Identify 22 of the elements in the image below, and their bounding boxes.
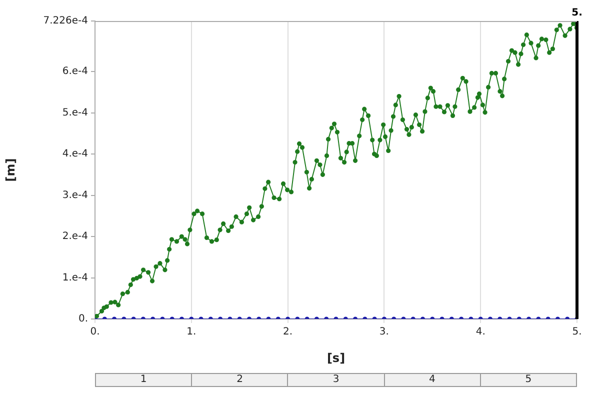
text: 3 (288, 374, 385, 386)
x-tick-label: 1. (186, 326, 196, 338)
y-tick-label: 5.e-4 (62, 107, 88, 118)
x-tick-label: 2. (283, 326, 293, 338)
text: 5 (524, 374, 533, 386)
ref-line-label: 5. (572, 8, 582, 19)
x-tick-label: 3. (379, 326, 389, 338)
y-tick-label: 6.e-4 (62, 66, 88, 78)
y-tick-label: 1.e-4 (62, 272, 88, 284)
x-tick-label: 4. (476, 326, 486, 338)
text: 1 (96, 374, 192, 386)
y-axis-title: [m] (3, 158, 18, 182)
y-tick-label: 7.226e-4 (43, 16, 88, 27)
y-tick-label: 0. (78, 314, 88, 325)
x-axis-title: [s] (326, 350, 346, 365)
x-tick-label: 0. (90, 326, 100, 338)
x-tick-label: 5. (572, 326, 582, 338)
y-tick-label: 3.e-4 (62, 190, 88, 201)
text: 2 (192, 374, 288, 386)
y-tick-label: 4.e-4 (62, 148, 88, 160)
y-tick-label: 2.e-4 (62, 231, 88, 242)
text: 4 (384, 374, 481, 386)
